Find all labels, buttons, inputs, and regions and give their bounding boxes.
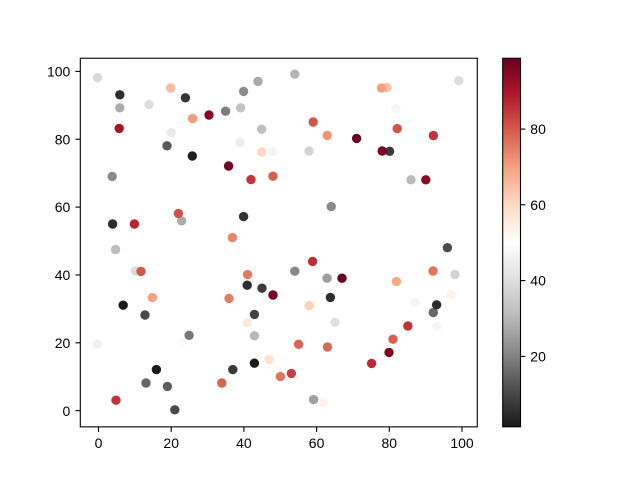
- svg-text:0: 0: [95, 435, 103, 451]
- svg-text:40: 40: [236, 435, 252, 451]
- svg-text:40: 40: [55, 267, 71, 283]
- svg-text:80: 80: [55, 131, 71, 147]
- svg-text:40: 40: [530, 273, 546, 289]
- svg-text:80: 80: [382, 435, 398, 451]
- svg-text:100: 100: [450, 435, 474, 451]
- svg-text:0: 0: [63, 403, 71, 419]
- svg-text:80: 80: [530, 121, 546, 137]
- svg-text:60: 60: [55, 199, 71, 215]
- svg-text:60: 60: [530, 197, 546, 213]
- svg-text:20: 20: [55, 335, 71, 351]
- svg-text:60: 60: [309, 435, 325, 451]
- svg-text:20: 20: [163, 435, 179, 451]
- svg-text:100: 100: [47, 64, 71, 80]
- svg-text:20: 20: [530, 349, 546, 365]
